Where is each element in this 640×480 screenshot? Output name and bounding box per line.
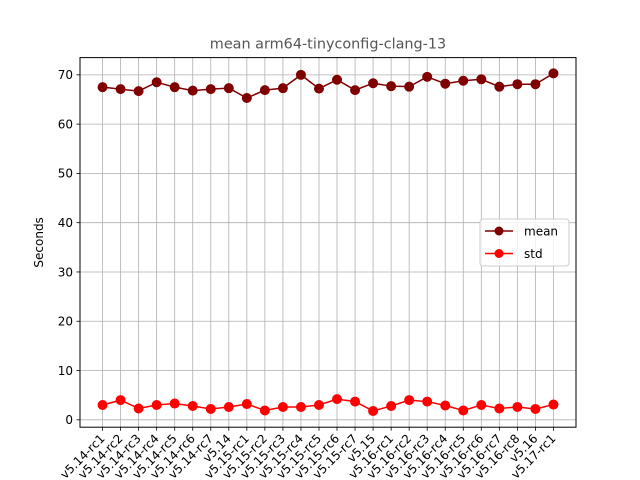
x-axis: v5.14-rc1v5.14-rc2v5.14-rc3v5.14-rc4v5.1… (57, 427, 559, 480)
data-point-std (169, 398, 180, 409)
data-point-mean (530, 79, 541, 90)
data-point-mean (241, 93, 252, 104)
y-tick-label: 30 (58, 265, 73, 279)
data-point-std (530, 403, 541, 414)
data-point-mean (97, 82, 108, 93)
data-point-std (223, 401, 234, 412)
data-point-mean (151, 77, 162, 88)
y-tick-label: 10 (58, 364, 73, 378)
data-point-mean (458, 75, 469, 86)
data-point-std (404, 395, 415, 406)
data-point-mean (223, 83, 234, 94)
data-point-mean (277, 83, 288, 94)
y-tick-label: 60 (58, 117, 73, 131)
legend-entry-mean: mean (485, 224, 558, 238)
data-point-std (512, 401, 523, 412)
data-point-mean (295, 69, 306, 80)
data-point-mean (313, 83, 324, 94)
series-layer (97, 68, 559, 416)
legend-entry-std: std (485, 247, 543, 261)
data-point-mean (133, 86, 144, 97)
data-point-mean (476, 74, 487, 85)
y-tick-label: 50 (58, 167, 73, 181)
data-point-std (494, 403, 505, 414)
legend-label: mean (524, 224, 558, 238)
data-point-mean (404, 81, 415, 92)
data-point-std (458, 405, 469, 416)
data-point-std (332, 394, 343, 405)
series-std (97, 394, 559, 416)
data-point-mean (494, 81, 505, 92)
legend-marker (494, 249, 504, 258)
data-point-std (295, 401, 306, 412)
data-point-std (476, 400, 487, 411)
y-tick-label: 20 (58, 315, 73, 329)
data-point-std (386, 401, 397, 412)
data-point-std (205, 403, 216, 414)
data-point-std (97, 400, 108, 411)
data-point-std (368, 405, 379, 416)
y-tick-label: 0 (65, 413, 73, 427)
y-axis-label: Seconds (32, 217, 46, 267)
data-point-mean (350, 85, 361, 96)
data-point-std (422, 396, 433, 407)
data-point-mean (548, 68, 559, 79)
chart-title: mean arm64-tinyconfig-clang-13 (210, 37, 446, 53)
data-point-std (548, 399, 559, 410)
y-axis: 0 10 20 30 40 50 60 70 (58, 68, 80, 427)
data-point-std (277, 401, 288, 412)
data-point-std (241, 399, 252, 410)
data-point-mean (386, 81, 397, 92)
data-point-std (313, 400, 324, 411)
data-point-std (259, 405, 270, 416)
data-point-mean (368, 78, 379, 89)
y-tick-label: 40 (58, 216, 73, 230)
data-point-mean (115, 84, 126, 95)
data-point-std (133, 403, 144, 414)
legend: mean std (479, 218, 570, 267)
legend-label: std (524, 247, 543, 261)
grid (80, 57, 576, 428)
data-point-mean (205, 84, 216, 95)
data-point-std (187, 401, 198, 412)
data-point-std (350, 396, 361, 407)
data-point-mean (169, 82, 180, 93)
data-point-std (115, 395, 126, 406)
series-mean (97, 68, 559, 104)
legend-marker (494, 226, 504, 236)
y-tick-label: 70 (58, 68, 73, 82)
data-point-mean (512, 79, 523, 90)
data-point-std (440, 400, 451, 411)
data-point-mean (440, 78, 451, 89)
plot-frame (79, 57, 577, 428)
data-point-std (151, 400, 162, 411)
data-point-mean (187, 85, 198, 96)
data-point-mean (422, 71, 433, 82)
data-point-mean (259, 85, 270, 96)
data-point-mean (332, 74, 343, 85)
